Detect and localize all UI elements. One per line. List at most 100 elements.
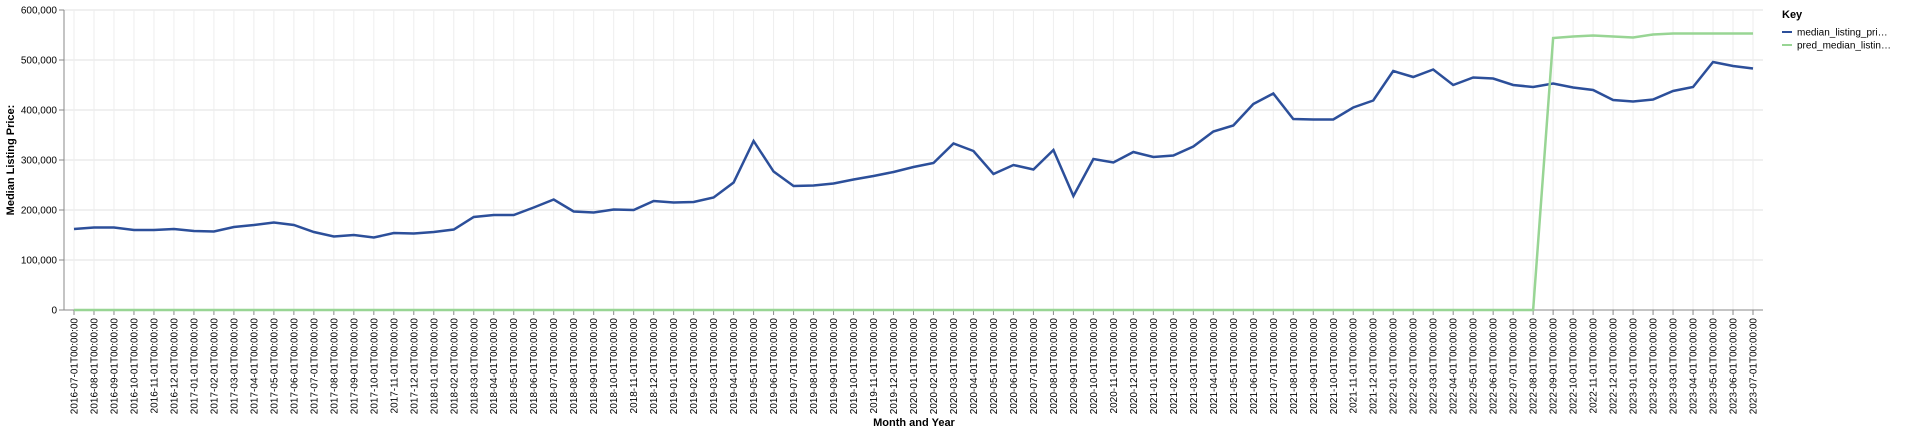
y-axis-title: Median Listing Price: — [5, 105, 17, 216]
x-tick-label: 2023-05-01T00:00:00 — [1709, 318, 1720, 415]
x-tick-label: 2021-06-01T00:00:00 — [1249, 318, 1260, 415]
legend-label: pred_median_listin… — [1797, 41, 1891, 52]
x-tick-label: 2016-09-01T00:00:00 — [109, 318, 120, 415]
x-tick-label: 2021-02-01T00:00:00 — [1169, 318, 1180, 415]
x-tick-label: 2019-05-01T00:00:00 — [749, 318, 760, 415]
x-tick-label: 2018-12-01T00:00:00 — [649, 318, 660, 415]
x-tick-label: 2019-12-01T00:00:00 — [889, 318, 900, 415]
x-tick-label: 2018-03-01T00:00:00 — [469, 318, 480, 415]
x-tick-label: 2017-12-01T00:00:00 — [409, 318, 420, 415]
x-tick-label: 2022-07-01T00:00:00 — [1509, 318, 1520, 415]
y-tick-label: 500,000 — [21, 56, 58, 67]
x-tick-label: 2022-09-01T00:00:00 — [1549, 318, 1560, 415]
x-tick-label: 2023-03-01T00:00:00 — [1669, 318, 1680, 415]
x-tick-label: 2018-08-01T00:00:00 — [569, 318, 580, 415]
y-tick-label: 600,000 — [21, 6, 58, 17]
x-tick-label: 2023-01-01T00:00:00 — [1629, 318, 1640, 415]
x-tick-label: 2017-07-01T00:00:00 — [309, 318, 320, 415]
x-tick-label: 2019-02-01T00:00:00 — [689, 318, 700, 415]
x-tick-label: 2017-03-01T00:00:00 — [229, 318, 240, 415]
x-tick-label: 2019-11-01T00:00:00 — [869, 318, 880, 414]
x-tick-label: 2020-08-01T00:00:00 — [1049, 318, 1060, 415]
x-tick-label: 2020-03-01T00:00:00 — [949, 318, 960, 415]
x-tick-label: 2018-07-01T00:00:00 — [549, 318, 560, 415]
x-tick-label: 2022-03-01T00:00:00 — [1429, 318, 1440, 415]
x-tick-label: 2017-04-01T00:00:00 — [249, 318, 260, 415]
x-tick-label: 2021-04-01T00:00:00 — [1209, 318, 1220, 415]
x-tick-label: 2017-05-01T00:00:00 — [269, 318, 280, 415]
x-tick-label: 2017-10-01T00:00:00 — [369, 318, 380, 415]
x-tick-label: 2020-06-01T00:00:00 — [1009, 318, 1020, 415]
x-tick-label: 2022-06-01T00:00:00 — [1489, 318, 1500, 415]
x-tick-label: 2019-08-01T00:00:00 — [809, 318, 820, 415]
x-tick-label: 2018-04-01T00:00:00 — [489, 318, 500, 415]
x-tick-label: 2019-10-01T00:00:00 — [849, 318, 860, 415]
x-tick-label: 2023-02-01T00:00:00 — [1649, 318, 1660, 415]
x-tick-label: 2020-10-01T00:00:00 — [1089, 318, 1100, 415]
x-tick-label: 2021-10-01T00:00:00 — [1329, 318, 1340, 415]
x-tick-label: 2021-09-01T00:00:00 — [1309, 318, 1320, 415]
x-tick-label: 2021-03-01T00:00:00 — [1189, 318, 1200, 415]
x-tick-label: 2016-08-01T00:00:00 — [89, 318, 100, 415]
legend-title: Key — [1782, 9, 1803, 21]
x-tick-label: 2020-11-01T00:00:00 — [1109, 318, 1120, 414]
x-tick-label: 2017-02-01T00:00:00 — [209, 318, 220, 415]
x-axis-title: Month and Year — [873, 417, 955, 429]
x-tick-label: 2021-07-01T00:00:00 — [1269, 318, 1280, 415]
x-tick-label: 2019-06-01T00:00:00 — [769, 318, 780, 415]
x-tick-label: 2019-04-01T00:00:00 — [729, 318, 740, 415]
y-tick-label: 100,000 — [21, 256, 58, 267]
x-tick-label: 2017-06-01T00:00:00 — [289, 318, 300, 415]
x-tick-label: 2019-07-01T00:00:00 — [789, 318, 800, 415]
x-tick-label: 2018-01-01T00:00:00 — [429, 318, 440, 415]
x-tick-label: 2020-01-01T00:00:00 — [909, 318, 920, 415]
x-tick-label: 2020-07-01T00:00:00 — [1029, 318, 1040, 415]
x-tick-label: 2018-02-01T00:00:00 — [449, 318, 460, 415]
legend-label: median_listing_pri… — [1797, 28, 1888, 39]
x-tick-label: 2020-05-01T00:00:00 — [989, 318, 1000, 415]
x-tick-label: 2023-07-01T00:00:00 — [1749, 318, 1760, 415]
x-tick-label: 2021-11-01T00:00:00 — [1349, 318, 1360, 414]
x-tick-label: 2023-06-01T00:00:00 — [1729, 318, 1740, 415]
x-tick-label: 2020-04-01T00:00:00 — [969, 318, 980, 415]
x-tick-label: 2019-01-01T00:00:00 — [669, 318, 680, 415]
x-tick-label: 2023-04-01T00:00:00 — [1689, 318, 1700, 415]
x-tick-label: 2021-08-01T00:00:00 — [1289, 318, 1300, 415]
x-tick-label: 2019-09-01T00:00:00 — [829, 318, 840, 415]
x-tick-label: 2018-06-01T00:00:00 — [529, 318, 540, 415]
x-tick-label: 2017-08-01T00:00:00 — [329, 318, 340, 415]
x-tick-label: 2020-12-01T00:00:00 — [1129, 318, 1140, 415]
y-tick-label: 300,000 — [21, 156, 58, 167]
x-tick-label: 2017-09-01T00:00:00 — [349, 318, 360, 415]
x-tick-label: 2021-05-01T00:00:00 — [1229, 318, 1240, 415]
y-tick-label: 400,000 — [21, 106, 58, 117]
x-tick-label: 2022-04-01T00:00:00 — [1449, 318, 1460, 415]
x-tick-label: 2021-01-01T00:00:00 — [1149, 318, 1160, 415]
x-tick-label: 2022-10-01T00:00:00 — [1569, 318, 1580, 415]
x-tick-label: 2016-10-01T00:00:00 — [129, 318, 140, 415]
y-tick-label: 200,000 — [21, 206, 58, 217]
x-tick-label: 2016-12-01T00:00:00 — [169, 318, 180, 415]
x-tick-label: 2022-11-01T00:00:00 — [1589, 318, 1600, 414]
x-tick-label: 2021-12-01T00:00:00 — [1369, 318, 1380, 415]
x-tick-label: 2017-01-01T00:00:00 — [189, 318, 200, 415]
x-tick-label: 2022-01-01T00:00:00 — [1389, 318, 1400, 415]
series-line — [73, 60, 1754, 239]
x-tick-label: 2018-10-01T00:00:00 — [609, 318, 620, 415]
x-tick-label: 2022-12-01T00:00:00 — [1609, 318, 1620, 415]
x-tick-label: 2016-11-01T00:00:00 — [149, 318, 160, 414]
x-tick-label: 2020-02-01T00:00:00 — [929, 318, 940, 415]
series-line — [73, 32, 1754, 312]
x-tick-label: 2019-03-01T00:00:00 — [709, 318, 720, 415]
x-tick-label: 2022-02-01T00:00:00 — [1409, 318, 1420, 415]
x-tick-label: 2022-05-01T00:00:00 — [1469, 318, 1480, 415]
x-tick-label: 2020-09-01T00:00:00 — [1069, 318, 1080, 415]
y-tick-label: 0 — [51, 306, 57, 317]
x-tick-label: 2018-09-01T00:00:00 — [589, 318, 600, 415]
x-tick-label: 2018-05-01T00:00:00 — [509, 318, 520, 415]
x-tick-label: 2016-07-01T00:00:00 — [69, 318, 80, 415]
x-tick-label: 2022-08-01T00:00:00 — [1529, 318, 1540, 415]
x-tick-label: 2017-11-01T00:00:00 — [389, 318, 400, 414]
